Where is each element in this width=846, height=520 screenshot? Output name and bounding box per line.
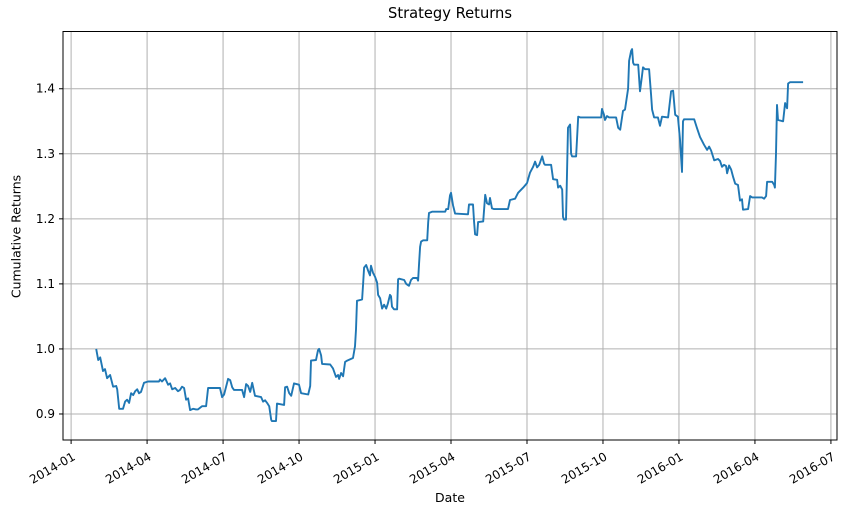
- y-tick-labels: 0.9 1.0 1.1 1.2 1.3 1.4: [36, 82, 55, 421]
- svg-text:2015-04: 2015-04: [407, 449, 457, 486]
- x-axis-label: Date: [435, 490, 465, 505]
- svg-text:0.9: 0.9: [36, 407, 55, 421]
- svg-text:2015-10: 2015-10: [559, 449, 609, 486]
- svg-text:2014-10: 2014-10: [255, 449, 305, 486]
- y-axis-label: Cumulative Returns: [8, 174, 24, 299]
- svg-text:1.3: 1.3: [36, 147, 55, 161]
- series-line: [95, 48, 804, 423]
- x-tick-labels: 2014-01 2014-04 2014-07 2014-10 2015-01 2015-…: [27, 449, 837, 486]
- svg-text:1.4: 1.4: [36, 82, 55, 96]
- svg-text:1.0: 1.0: [36, 342, 55, 356]
- svg-text:2014-04: 2014-04: [103, 449, 153, 486]
- svg-text:2015-01: 2015-01: [331, 449, 381, 486]
- grid-lines: [63, 31, 837, 440]
- tick-marks: [59, 88, 832, 444]
- svg-text:2016-01: 2016-01: [635, 449, 685, 486]
- svg-text:2016-07: 2016-07: [787, 449, 837, 486]
- plot-spines: [62, 31, 838, 441]
- svg-text:2016-04: 2016-04: [711, 449, 761, 486]
- svg-text:1.2: 1.2: [36, 212, 55, 226]
- svg-text:2015-07: 2015-07: [483, 449, 533, 486]
- plot-title: Strategy Returns: [388, 5, 512, 22]
- svg-text:2014-01: 2014-01: [27, 449, 77, 486]
- svg-text:1.1: 1.1: [36, 277, 55, 291]
- svg-text:2014-07: 2014-07: [179, 449, 229, 486]
